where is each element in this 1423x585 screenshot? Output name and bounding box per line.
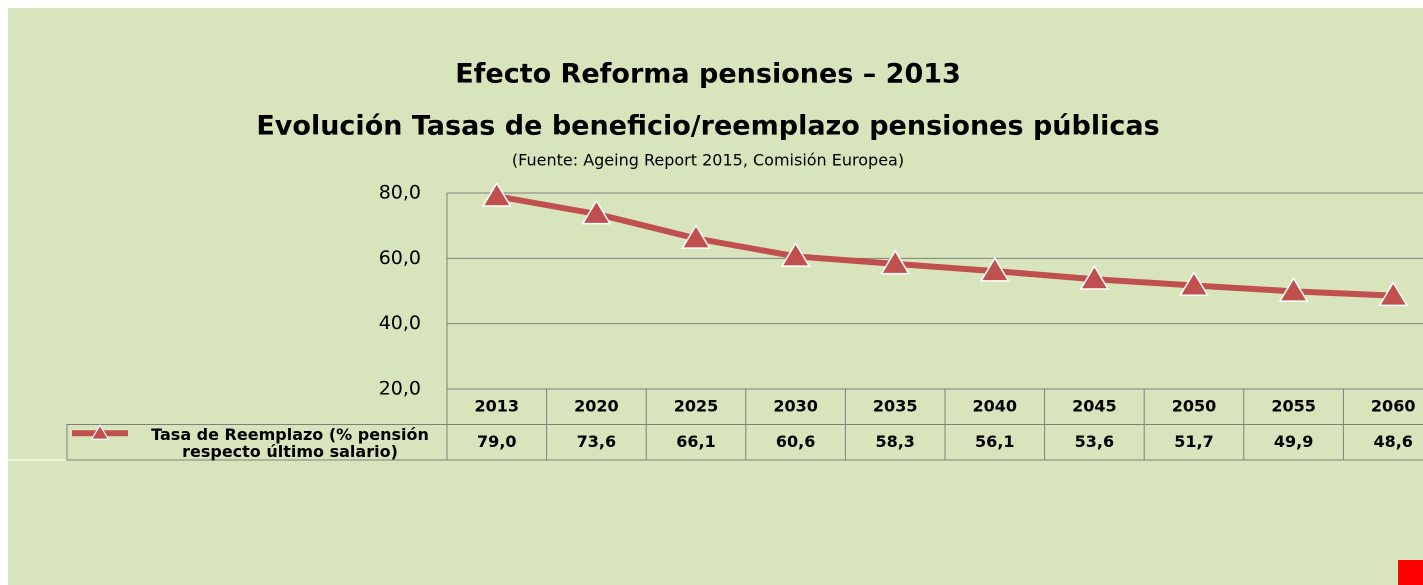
x-tick-label: 2030 (773, 396, 818, 415)
data-label: 60,6 (776, 432, 815, 451)
chart-background (8, 8, 1423, 585)
data-label: 58,3 (875, 432, 914, 451)
data-label: 49,9 (1274, 432, 1313, 451)
x-tick-label: 2040 (973, 396, 1018, 415)
corner-marker (1398, 560, 1423, 585)
x-tick-label: 2055 (1271, 396, 1316, 415)
marker (1278, 276, 1309, 302)
chart-title: Efecto Reforma pensiones – 2013 (455, 59, 961, 90)
data-label: 48,6 (1373, 432, 1412, 451)
marker (780, 241, 811, 267)
marker (880, 249, 911, 275)
x-tick-label: 2050 (1172, 396, 1217, 415)
x-tick-label: 2060 (1371, 396, 1416, 415)
marker (1179, 270, 1209, 296)
data-label: 51,7 (1174, 432, 1213, 451)
marker (979, 256, 1010, 282)
marker (481, 181, 512, 207)
y-tick-label: 60,0 (379, 247, 421, 269)
marker (1378, 281, 1409, 307)
y-tick-label: 40,0 (379, 312, 421, 334)
legend-label: Tasa de Reemplazo (% pensión respecto úl… (151, 425, 429, 461)
data-label: 73,6 (577, 432, 616, 451)
data-label: 79,0 (477, 432, 516, 451)
y-tick-label: 20,0 (379, 378, 421, 400)
y-tick-label: 80,0 (379, 182, 421, 204)
legend-marker (90, 424, 110, 440)
x-tick-label: 2013 (475, 396, 520, 415)
data-label: 66,1 (676, 432, 715, 451)
data-label: 53,6 (1075, 432, 1114, 451)
x-tick-label: 2035 (873, 396, 918, 415)
x-tick-label: 2020 (574, 396, 619, 415)
marker (681, 223, 711, 249)
x-tick-label: 2045 (1072, 396, 1117, 415)
x-tick-label: 2025 (674, 396, 719, 415)
marker (581, 199, 612, 225)
marker (1079, 264, 1110, 290)
line (496, 193, 1394, 299)
table-data-row (66, 424, 1423, 461)
chart-source: (Fuente: Ageing Report 2015, Comisión Eu… (512, 151, 904, 170)
data-label: 56,1 (975, 432, 1014, 451)
chart-subtitle: Evolución Tasas de beneficio/reemplazo p… (256, 111, 1159, 142)
